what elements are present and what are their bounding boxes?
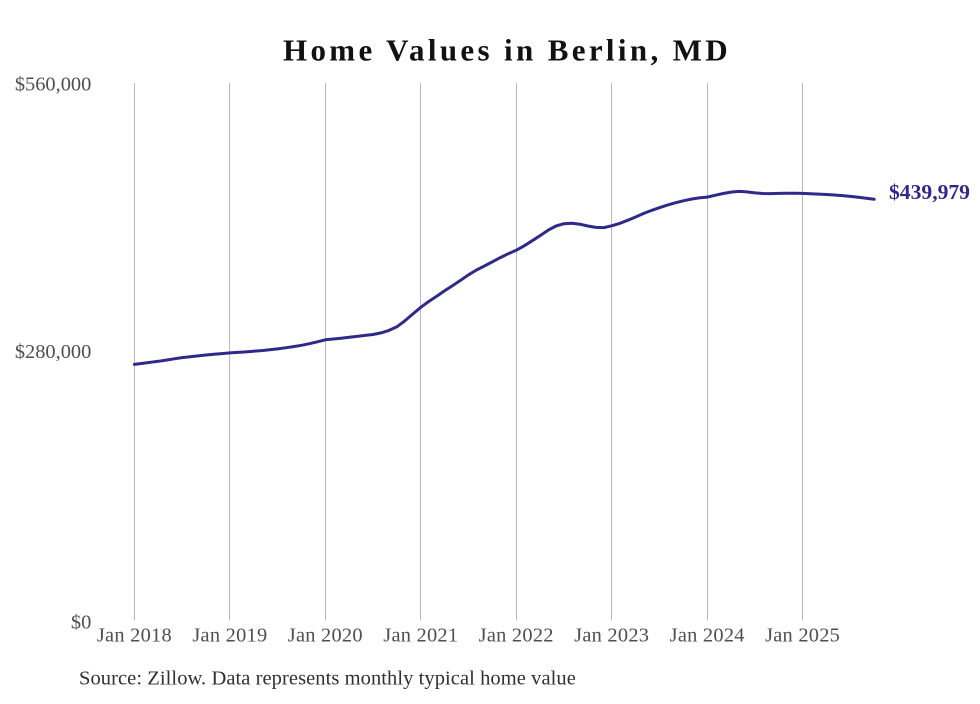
svg-text:Jan 2021: Jan 2021	[383, 625, 458, 647]
svg-text:Jan 2020: Jan 2020	[288, 625, 363, 647]
svg-text:Home Values in Berlin, MD: Home Values in Berlin, MD	[283, 33, 731, 68]
svg-text:$0: $0	[71, 611, 91, 633]
svg-text:$439,979: $439,979	[889, 180, 970, 204]
svg-text:$280,000: $280,000	[15, 341, 91, 363]
svg-text:Jan 2022: Jan 2022	[479, 625, 554, 647]
svg-text:Jan 2023: Jan 2023	[574, 625, 649, 647]
svg-text:Source: Zillow. Data represent: Source: Zillow. Data represents monthly …	[79, 668, 576, 690]
svg-text:Jan 2024: Jan 2024	[670, 625, 745, 647]
svg-text:Jan 2019: Jan 2019	[192, 625, 267, 647]
svg-text:Jan 2025: Jan 2025	[765, 625, 840, 647]
svg-text:$560,000: $560,000	[15, 74, 91, 96]
svg-text:Jan 2018: Jan 2018	[97, 625, 172, 647]
